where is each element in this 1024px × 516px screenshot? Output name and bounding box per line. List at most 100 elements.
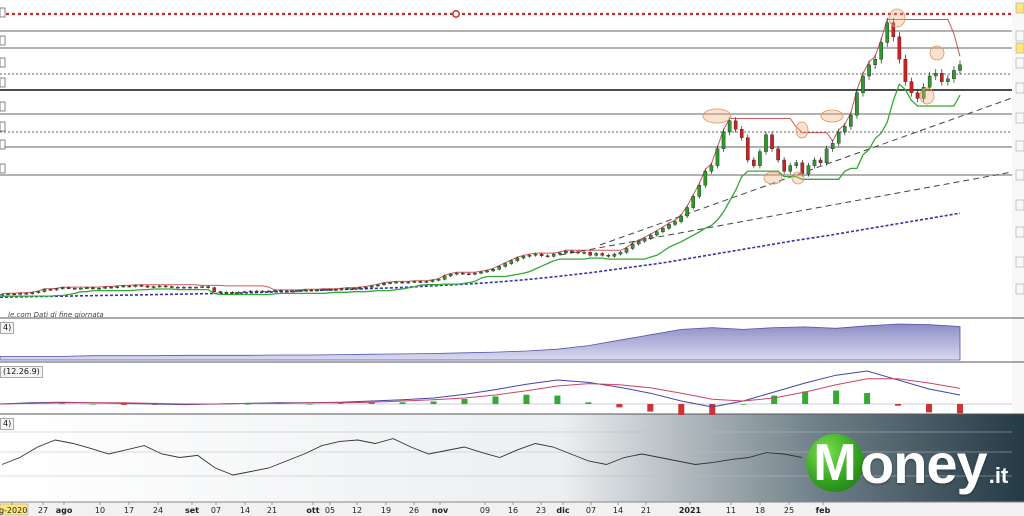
candle-up (54, 288, 59, 291)
candle-up (879, 42, 883, 60)
candle-up (18, 293, 22, 295)
candle-up (612, 253, 617, 257)
brand-wordmark: oney .it (860, 436, 1008, 492)
volume-layer (0, 323, 961, 361)
candle-up (260, 290, 265, 293)
candle-up (157, 285, 162, 288)
candle-up (661, 228, 665, 232)
candle-up (200, 286, 204, 288)
x-axis-tick-label: 2021 (679, 506, 702, 515)
highlight-ellipse (795, 121, 809, 139)
candle-up (788, 165, 793, 172)
candle-up (315, 289, 320, 292)
candle-up (345, 288, 350, 290)
candle-up (958, 64, 962, 71)
candle-up (436, 279, 441, 281)
candle-up (679, 215, 683, 222)
macd-hist-bar-positive (554, 395, 561, 404)
highlight-ellipse (888, 8, 906, 28)
candle-down (467, 273, 471, 275)
candle-up (861, 75, 865, 93)
candle-up (618, 252, 623, 255)
y-axis-marker (1015, 256, 1024, 268)
candle-down (127, 285, 132, 288)
candle-down (897, 36, 902, 60)
candle-up (758, 151, 762, 166)
candle-up (394, 281, 398, 284)
candle-down (109, 286, 113, 289)
candle-down (903, 59, 908, 82)
candle-up (321, 289, 326, 291)
candle-down (770, 134, 774, 150)
candle-down (327, 289, 332, 291)
candle-up (824, 148, 829, 164)
candle-down (418, 281, 423, 283)
candle-down (230, 291, 235, 294)
x-axis-bar (0, 502, 1024, 516)
candle-up (636, 240, 641, 245)
candle-up (667, 224, 671, 229)
candle-up (382, 283, 386, 286)
y-axis-marker (1015, 57, 1024, 69)
candle-up (721, 131, 726, 149)
candle-up (685, 207, 689, 217)
macd-signal-line (0, 378, 961, 405)
candle-down (606, 254, 611, 257)
candle-up (424, 281, 429, 283)
candle-up (806, 165, 811, 175)
candle-down (800, 162, 805, 175)
x-axis-tick-label: set (185, 506, 199, 515)
x-axis-tick-label: ig-2020 (0, 506, 27, 515)
x-axis-tick-label: 10 (95, 506, 105, 515)
candle-up (97, 288, 101, 290)
candle-down (48, 289, 53, 291)
level-tag (0, 35, 6, 46)
candle-down (24, 293, 29, 295)
x-axis-tick-label: 24 (153, 506, 163, 515)
candle-down (545, 255, 550, 257)
candle-down (176, 286, 180, 289)
candle-up (6, 293, 10, 296)
level-tag (0, 57, 6, 68)
y-axis-marker (1015, 169, 1024, 181)
candle-down (570, 251, 574, 253)
y-axis-marker (1015, 82, 1024, 94)
candle-up (357, 287, 362, 289)
x-axis-tick-label: 25 (784, 506, 794, 515)
candle-up (412, 281, 417, 283)
x-axis-tick-label: 05 (325, 506, 335, 515)
candle-down (818, 159, 823, 163)
candle-up (497, 266, 501, 270)
macd-hist-bar-positive (430, 401, 437, 404)
x-axis-tick-label: 26 (409, 506, 419, 515)
candle-up (952, 70, 956, 80)
candle-up (85, 287, 89, 289)
x-axis-tick-label: 19 (381, 506, 391, 515)
candle-down (588, 252, 592, 256)
candle-up (79, 288, 83, 290)
candle-up (697, 184, 702, 197)
level-tag (0, 101, 6, 112)
candle-down (254, 290, 259, 293)
macd-hist-bar-positive (368, 402, 375, 404)
highlight-ellipse (702, 108, 732, 124)
x-axis-tick-label: 21 (267, 506, 277, 515)
candle-down (145, 285, 150, 288)
candle-up (551, 253, 556, 257)
candle-up (485, 270, 489, 273)
level-tag (0, 163, 6, 174)
macd-hist-bar-positive (306, 404, 313, 405)
candle-up (36, 291, 41, 293)
candle-up (42, 289, 47, 292)
macd-hist-bar-positive (523, 394, 530, 404)
macd-line (0, 370, 961, 408)
candle-up (812, 159, 817, 166)
candle-up (182, 286, 186, 289)
candle-up (564, 251, 568, 254)
candle-up (363, 286, 368, 289)
long-moving-average-line (0, 212, 961, 298)
candle-down (600, 253, 605, 256)
candle-down (309, 289, 314, 292)
candle-up (448, 274, 453, 277)
candle-up (376, 284, 380, 287)
